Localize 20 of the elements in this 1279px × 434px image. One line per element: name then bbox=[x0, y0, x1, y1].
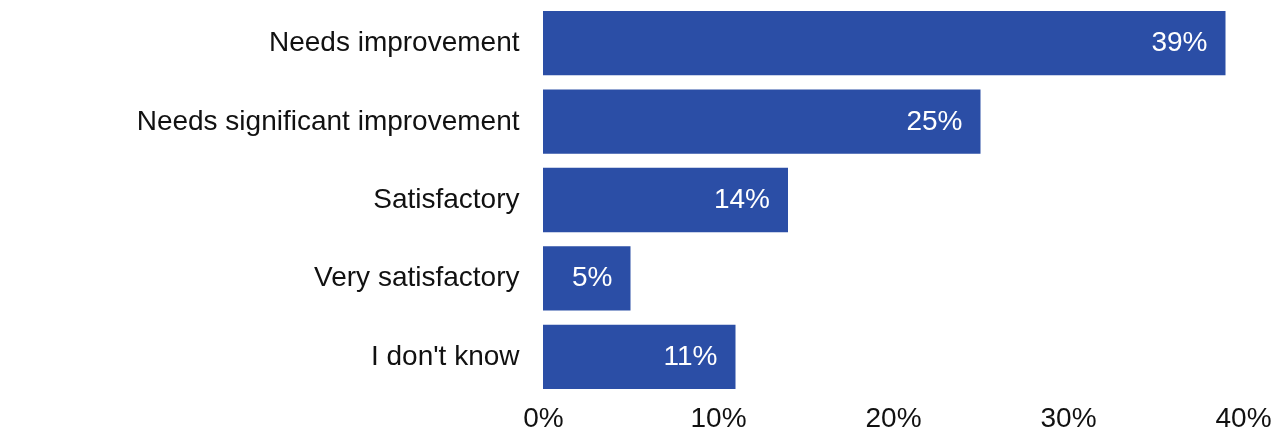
y-tick-label: Very satisfactory bbox=[314, 261, 520, 293]
bar bbox=[543, 11, 1226, 76]
x-tick-label: 20% bbox=[865, 401, 922, 433]
x-tick-label: 30% bbox=[1040, 401, 1097, 433]
y-tick-label: Needs improvement bbox=[268, 26, 520, 58]
data-label: 5% bbox=[572, 261, 613, 293]
x-tick-label: 40% bbox=[1215, 401, 1272, 433]
data-label: 39% bbox=[1151, 26, 1208, 58]
y-tick-label: Needs significant improvement bbox=[136, 104, 520, 136]
bar bbox=[543, 167, 788, 233]
data-label: 14% bbox=[713, 183, 770, 214]
data-label: 25% bbox=[906, 104, 963, 136]
bar bbox=[543, 89, 981, 154]
x-tick-label: 0% bbox=[523, 401, 564, 433]
bar bbox=[543, 246, 631, 311]
bar bbox=[543, 324, 736, 389]
x-tick-label: 10% bbox=[690, 401, 747, 433]
y-tick-label: I don't know bbox=[370, 339, 521, 371]
y-tick-label: Satisfactory bbox=[373, 183, 520, 214]
data-label: 11% bbox=[663, 339, 718, 371]
